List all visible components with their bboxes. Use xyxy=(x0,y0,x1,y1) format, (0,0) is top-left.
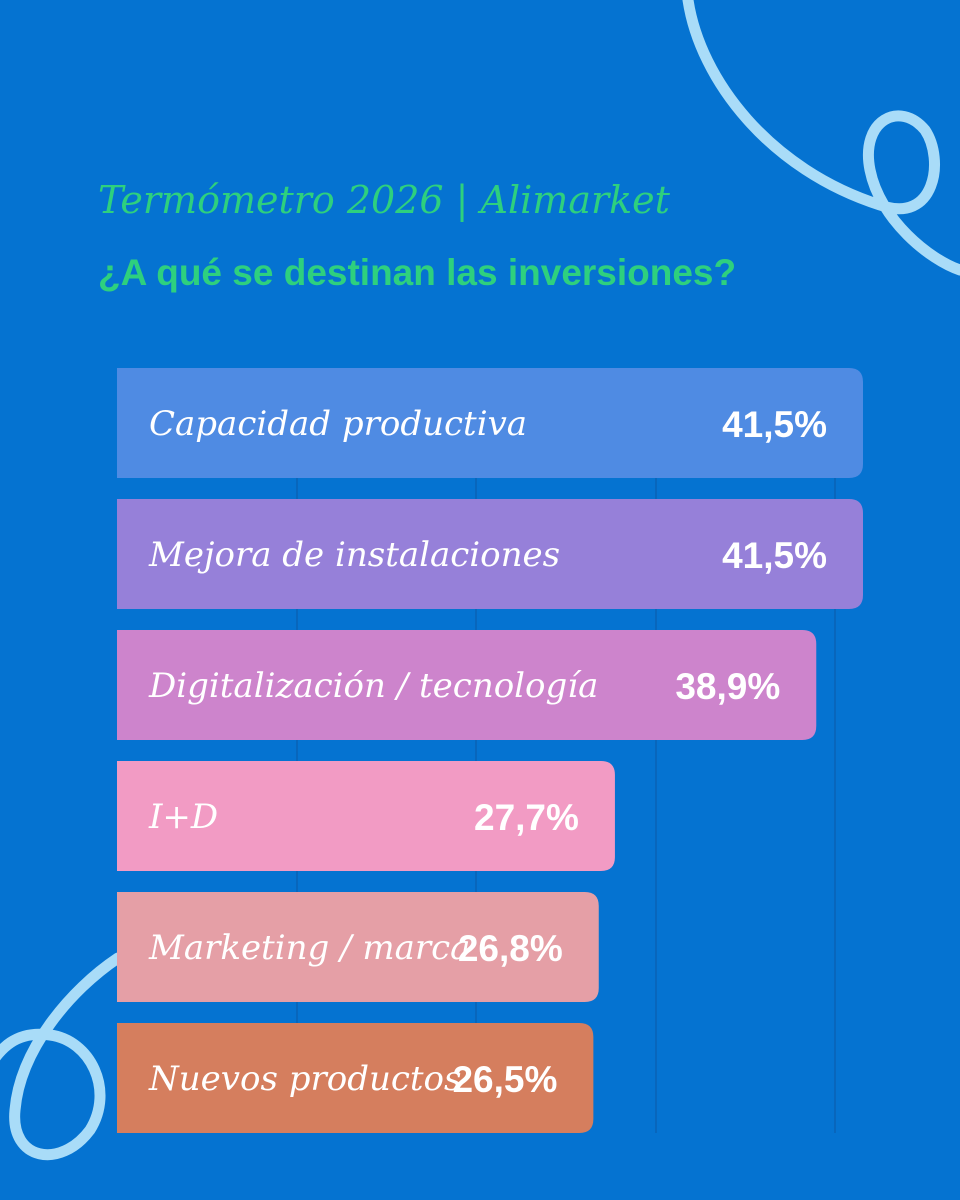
bar xyxy=(117,630,817,740)
bar-group: Digitalización / tecnología 38,9% xyxy=(117,630,817,740)
bar-group: Capacidad productiva 41,5% xyxy=(117,368,863,478)
bar-category-label: Capacidad productiva xyxy=(149,404,527,444)
bar-category-label: I+D xyxy=(148,797,218,837)
chart-title: ¿A qué se destinan las inversiones? xyxy=(98,252,737,293)
chart-subtitle: Termómetro 2026 | Alimarket xyxy=(98,178,670,222)
bar-category-label: Marketing / marca xyxy=(148,928,470,968)
bar-value-label: 41,5% xyxy=(722,404,827,445)
bar-value-label: 26,5% xyxy=(452,1059,557,1100)
bar xyxy=(117,1023,594,1133)
bar xyxy=(117,761,615,871)
bar-category-label: Nuevos productos xyxy=(148,1059,461,1099)
bar-group: I+D 27,7% xyxy=(117,761,615,871)
bar-value-label: 38,9% xyxy=(675,666,780,707)
bar-value-label: 26,8% xyxy=(458,928,563,969)
bar-category-label: Digitalización / tecnología xyxy=(148,666,598,706)
bar xyxy=(117,368,863,478)
bar-value-label: 41,5% xyxy=(722,535,827,576)
bar xyxy=(117,499,863,609)
bar-group: Mejora de instalaciones 41,5% xyxy=(117,499,863,609)
bar xyxy=(117,892,599,1002)
bar-value-label: 27,7% xyxy=(474,797,579,838)
bar-category-label: Mejora de instalaciones xyxy=(148,535,560,575)
